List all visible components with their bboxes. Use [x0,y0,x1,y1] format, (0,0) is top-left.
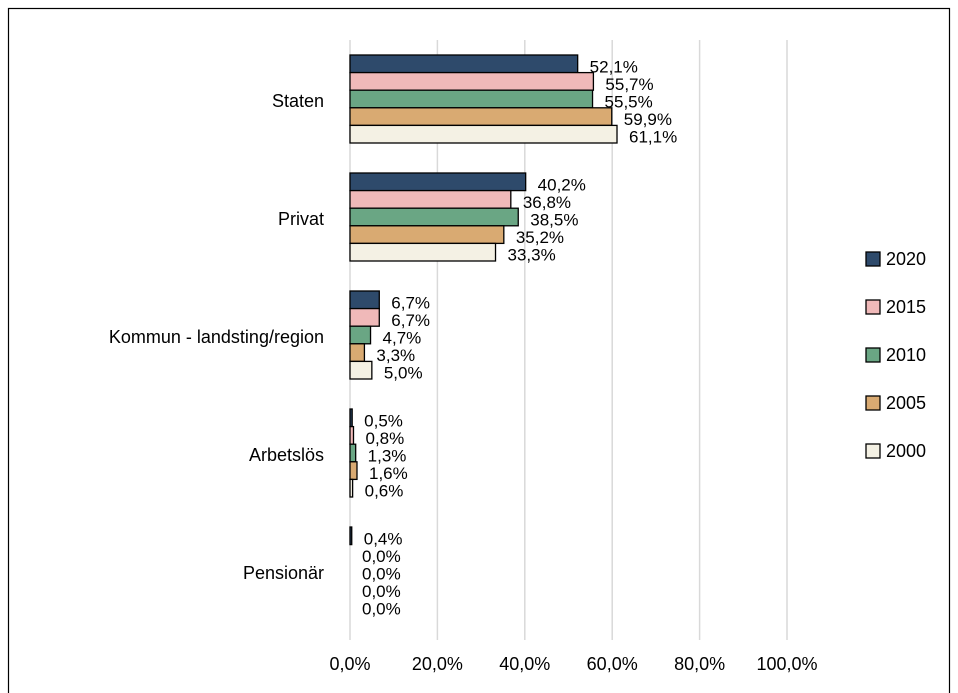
value-label: 0,0% [362,600,401,619]
value-label: 59,9% [624,110,672,129]
x-tick-label: 0,0% [329,654,370,674]
bar [349,325,372,345]
x-tick-label: 100,0% [756,654,817,674]
x-tick-label: 60,0% [587,654,638,674]
bar [349,425,355,445]
legend-label: 2010 [886,345,926,365]
value-label: 1,6% [369,464,408,483]
value-label: 4,7% [383,328,422,347]
legend-swatch [865,395,881,411]
value-label: 6,7% [391,311,430,330]
value-label: 0,5% [364,411,403,430]
bar [349,408,353,428]
bar [349,207,519,227]
value-label: 55,7% [605,75,653,94]
legend-swatch [865,251,881,267]
value-label: 52,1% [590,57,638,76]
y-tick-label: Pensionär [243,563,324,583]
value-label: 3,3% [376,346,415,365]
value-label: 55,5% [605,92,653,111]
bar [349,242,497,262]
value-label: 0,8% [365,429,404,448]
value-label: 6,7% [391,293,430,312]
bar [349,461,358,481]
value-label: 35,2% [516,228,564,247]
bar [349,307,380,327]
value-label: 0,4% [364,529,403,548]
value-label: 36,8% [523,193,571,212]
bar [349,443,357,463]
legend-label: 2000 [886,441,926,461]
bar [349,526,353,546]
bar [349,360,373,380]
x-tick-label: 40,0% [499,654,550,674]
value-label: 0,0% [362,564,401,583]
legend-swatch [865,299,881,315]
legend-swatch [865,347,881,363]
bar [349,124,618,144]
legend-swatch [865,443,881,459]
bar [349,172,527,192]
x-tick-label: 80,0% [674,654,725,674]
bar [349,189,512,209]
y-tick-label: Kommun - landsting/region [109,327,324,347]
value-label: 0,0% [362,582,401,601]
value-label: 33,3% [508,246,556,265]
legend-label: 2005 [886,393,926,413]
x-tick-label: 20,0% [412,654,463,674]
bar [349,343,366,363]
value-label: 5,0% [384,364,423,383]
bar [349,107,613,127]
y-tick-label: Privat [278,209,324,229]
bar [349,54,579,74]
value-label: 0,0% [362,547,401,566]
bar [349,89,594,109]
y-tick-label: Staten [272,91,324,111]
legend-label: 2020 [886,249,926,269]
value-label: 40,2% [538,175,586,194]
bar [349,225,505,245]
value-label: 0,6% [365,482,404,501]
value-label: 61,1% [629,128,677,147]
value-label: 1,3% [368,446,407,465]
y-tick-label: Arbetslös [249,445,324,465]
bar [349,290,380,310]
bar [349,478,354,498]
value-label: 38,5% [530,210,578,229]
legend-label: 2015 [886,297,926,317]
bar [349,71,595,91]
